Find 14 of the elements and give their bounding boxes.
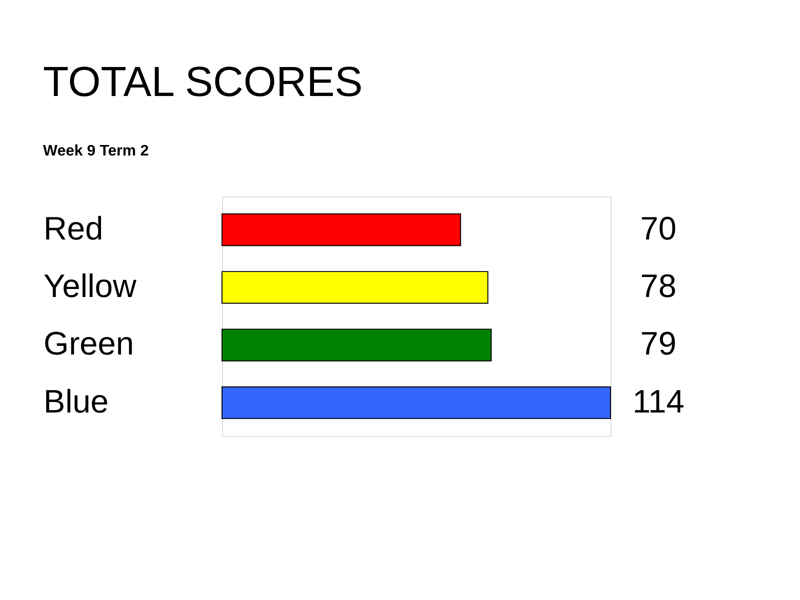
bar [222, 213, 462, 246]
data-label: 70 [640, 210, 676, 246]
y-tick-label: Red [44, 210, 104, 246]
bar [222, 328, 492, 362]
y-tick-label: Blue [44, 383, 109, 420]
y-tick-label: Yellow [44, 268, 137, 304]
chart-subtitle: Week 9 Term 2 [43, 142, 149, 160]
chart-title: TOTAL SCORES [43, 58, 363, 106]
bar [222, 386, 612, 420]
data-label: 114 [632, 383, 684, 420]
y-tick-label: Green [44, 326, 134, 362]
data-label: 79 [640, 326, 676, 362]
data-label: 78 [640, 268, 676, 304]
bar [222, 271, 488, 304]
